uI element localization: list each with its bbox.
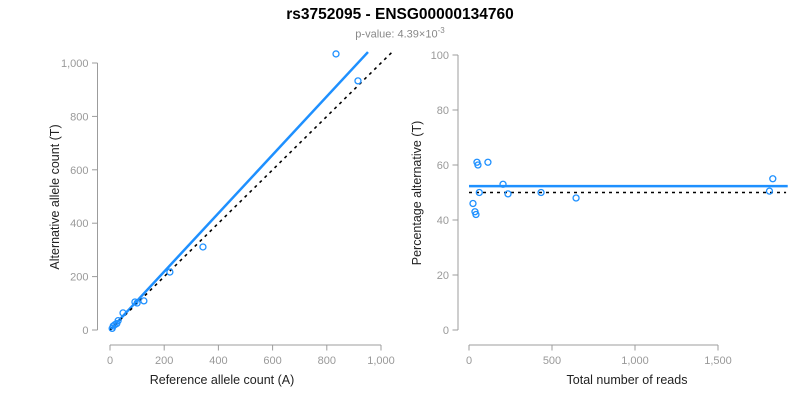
x-tick-label: 1,000 [621, 355, 649, 367]
data-point [537, 188, 545, 197]
x-tick-label: 0 [107, 355, 113, 367]
left-plot-axes [92, 62, 382, 351]
data-point [472, 210, 480, 219]
data-point [166, 268, 174, 276]
x-tick-label: 600 [263, 355, 281, 367]
y-tick-label: 0 [443, 325, 449, 337]
x-tick-label: 400 [209, 355, 227, 367]
data-point [484, 158, 492, 166]
y-tick-label: 200 [70, 272, 88, 284]
data-point [140, 297, 148, 305]
p-value-subtitle: p-value: 4.39×10-3 [0, 26, 800, 41]
y-tick-label: 400 [70, 218, 88, 230]
right-plot-points [469, 158, 777, 219]
right-plot: 0 20 40 60 80 100 0 500 1,000 1,500 [431, 50, 788, 367]
page-title: rs3752095 - ENSG00000134760 [286, 6, 514, 23]
data-point [199, 243, 207, 251]
data-point [133, 299, 141, 307]
y-tick-label: 100 [431, 50, 449, 62]
right-x-axis-title: Total number of reads [566, 373, 688, 387]
x-tick-label: 500 [543, 355, 561, 367]
regression-line [109, 51, 369, 331]
data-point [572, 194, 580, 202]
left-y-axis-title: Alternative allele count (T) [48, 124, 62, 270]
x-tick-label: 0 [466, 355, 472, 367]
data-point [475, 188, 483, 197]
right-plot-axes [452, 54, 719, 351]
y-tick-label: 800 [70, 111, 88, 123]
left-plot-points [108, 50, 362, 333]
p-value-text: p-value: 4.39×10 [355, 28, 438, 41]
x-tick-label: 800 [318, 355, 336, 367]
data-point [769, 175, 777, 183]
y-tick-label: 1,000 [61, 58, 89, 70]
data-point [504, 190, 512, 198]
data-point [474, 161, 482, 169]
y-tick-label: 80 [437, 105, 449, 117]
x-tick-label: 1,000 [367, 355, 395, 367]
data-point [354, 77, 362, 85]
y-tick-label: 0 [82, 325, 88, 337]
data-point [469, 199, 477, 208]
y-tick-label: 20 [437, 270, 449, 282]
y-tick-label: 60 [437, 160, 449, 172]
x-tick-label: 1,500 [704, 355, 732, 367]
data-point [332, 50, 340, 58]
y-tick-label: 600 [70, 165, 88, 177]
x-tick-label: 200 [155, 355, 173, 367]
left-plot: 0 200 400 600 800 1,000 0 200 400 600 800 1,000 [61, 50, 395, 367]
right-y-axis-title: Percentage alternative (T) [410, 120, 424, 266]
left-x-axis-title: Reference allele count (A) [149, 373, 295, 387]
data-point [765, 187, 774, 195]
y-tick-label: 40 [437, 215, 449, 227]
identity-line [109, 51, 393, 331]
data-point [119, 309, 127, 317]
data-point [499, 180, 507, 188]
p-value-exponent: -3 [437, 26, 445, 35]
data-point [114, 317, 122, 325]
